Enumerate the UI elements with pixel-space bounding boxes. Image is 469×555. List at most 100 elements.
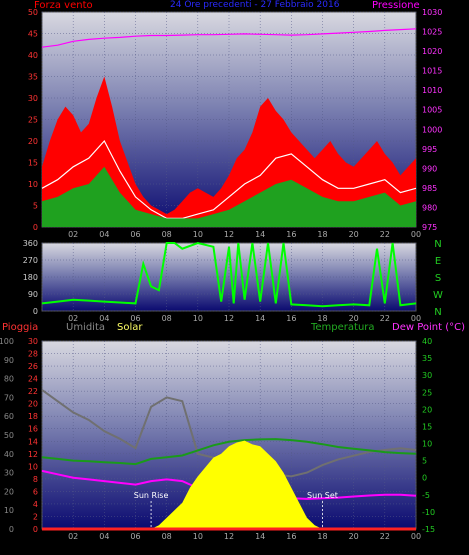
y-tick-temperature: 10 [422,440,432,449]
y-tick-rain: 8 [33,475,38,484]
x-tick-label: 12 [224,230,234,239]
y-tick-rain: 4 [33,500,38,509]
direction-label: N [434,239,441,250]
y-tick-humidity: 70 [4,393,14,402]
y-tick-right: 1000 [422,125,442,134]
y-tick-right: 1025 [422,28,442,37]
direction-label: W [433,290,443,301]
y-tick-left: 20 [28,137,38,146]
y-tick-left: 5 [33,202,38,211]
direction-label: S [435,273,441,284]
x-tick-label: 08 [162,230,172,239]
y-tick-rain: 6 [33,487,38,496]
y-tick-rain: 26 [28,362,38,371]
x-tick-label: 18 [317,532,327,541]
y-tick-rain: 18 [28,412,38,421]
y-tick-right: 1015 [422,67,442,76]
y-tick-right: 980 [422,203,437,212]
annotation-label: Sun Set [307,491,338,500]
direction-label: E [435,256,441,267]
y-tick-direction: 270 [23,256,38,265]
x-tick-label: 00 [411,230,421,239]
y-tick-rain: 28 [28,350,38,359]
y-tick-temperature: -15 [422,525,435,534]
y-tick-humidity: 30 [4,469,14,478]
y-tick-rain: 30 [28,337,38,346]
y-tick-rain: 12 [28,450,38,459]
y-tick-humidity: 50 [4,431,14,440]
x-tick-label: 18 [317,230,327,239]
y-tick-direction: 360 [23,239,38,248]
y-tick-humidity: 0 [9,525,14,534]
y-tick-rain: 2 [33,512,38,521]
y-tick-temperature: 35 [422,354,432,363]
y-tick-right: 975 [422,223,437,232]
x-tick-label: 12 [224,314,234,323]
series-line-pressione [41,28,417,48]
top-right-title: Pressione [372,0,420,11]
y-tick-direction: 90 [28,290,38,299]
x-tick-label: 14 [255,314,265,323]
x-tick-label: 12 [224,532,234,541]
series-area-forza-vento [42,76,416,227]
y-tick-left: 10 [28,180,38,189]
y-tick-humidity: 90 [4,356,14,365]
series-line-temperatura [41,438,417,466]
series-area-solar [42,440,416,529]
y-tick-right: 995 [422,145,437,154]
y-tick-direction: 180 [23,273,38,282]
y-tick-left: 40 [28,51,38,60]
bottom-title-humidity: Umidita [66,322,106,333]
y-tick-right: 1005 [422,106,442,115]
y-tick-right: 990 [422,164,437,173]
y-tick-temperature: -10 [422,508,435,517]
x-tick-label: 10 [193,314,203,323]
y-tick-left: 15 [28,159,38,168]
y-tick-left: 0 [33,223,38,232]
y-tick-rain: 20 [28,400,38,409]
y-tick-right: 1010 [422,86,442,95]
x-tick-label: 06 [130,532,140,541]
x-tick-label: 16 [286,532,296,541]
x-tick-label: 04 [99,532,109,541]
y-tick-right: 1030 [422,8,442,17]
y-tick-left: 30 [28,94,38,103]
y-tick-left: 25 [28,116,38,125]
bottom-title-solar: Solar [117,322,143,333]
x-tick-label: 04 [99,230,109,239]
y-tick-humidity: 20 [4,487,14,496]
y-tick-rain: 24 [28,375,38,384]
x-tick-label: 00 [411,314,421,323]
top-left-title: Forza vento [34,0,93,11]
y-tick-temperature: -5 [422,491,430,500]
y-tick-humidity: 10 [4,506,14,515]
x-tick-label: 10 [193,230,203,239]
x-tick-label: 08 [162,314,172,323]
x-tick-label: 20 [349,230,359,239]
y-tick-right: 1020 [422,47,442,56]
direction-label: N [434,307,441,318]
y-tick-temperature: 0 [422,474,427,483]
y-tick-temperature: 25 [422,388,432,397]
series-line-umidita [41,139,417,219]
bottom-title-temperature: Temperatura [311,322,375,333]
x-tick-label: 06 [130,314,140,323]
bottom-title-dewpoint: Dew Point (°C) [392,322,466,333]
annotation-label: Sun Rise [134,491,169,500]
x-tick-label: 22 [380,314,390,323]
x-tick-label: 20 [349,314,359,323]
x-tick-label: 18 [317,314,327,323]
x-tick-label: 00 [411,532,421,541]
x-tick-label: 04 [99,314,109,323]
x-tick-label: 14 [255,230,265,239]
x-tick-label: 08 [162,532,172,541]
x-tick-label: 22 [380,230,390,239]
y-tick-direction: 0 [33,307,38,316]
y-tick-rain: 22 [28,387,38,396]
y-tick-left: 45 [28,30,38,39]
x-tick-label: 02 [68,532,78,541]
x-tick-label: 14 [255,532,265,541]
y-tick-rain: 16 [28,425,38,434]
series-area-temperatura [42,166,416,227]
